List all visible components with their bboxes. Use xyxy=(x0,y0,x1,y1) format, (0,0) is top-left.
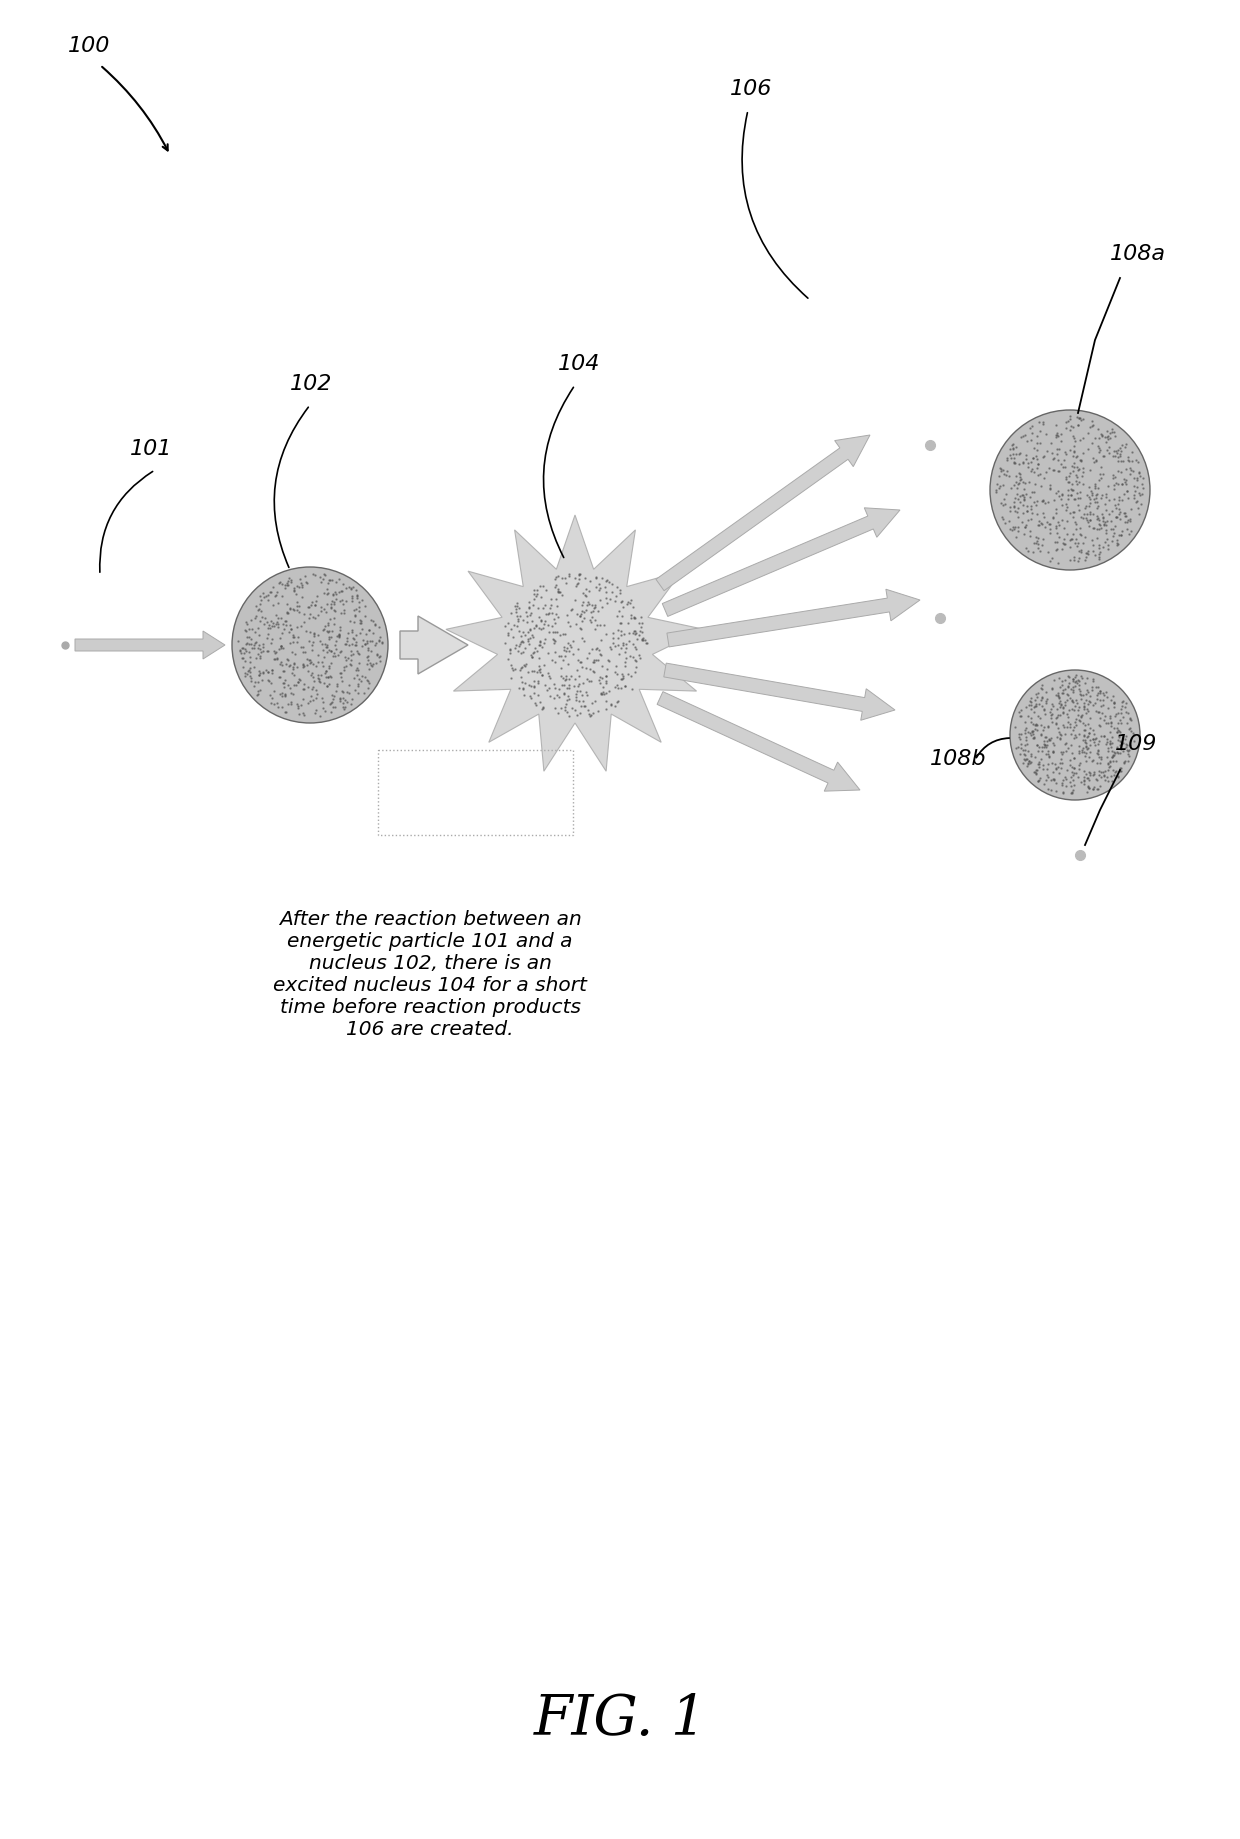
Circle shape xyxy=(990,410,1149,570)
Text: 104: 104 xyxy=(558,353,600,373)
Text: 102: 102 xyxy=(290,373,332,394)
Polygon shape xyxy=(662,508,900,616)
Text: 106: 106 xyxy=(730,79,773,99)
Polygon shape xyxy=(656,436,870,590)
Text: 100: 100 xyxy=(68,37,110,55)
Polygon shape xyxy=(667,588,920,647)
Text: 101: 101 xyxy=(130,440,172,460)
Text: 109: 109 xyxy=(1115,734,1157,754)
Text: After the reaction between an
energetic particle 101 and a
nucleus 102, there is: After the reaction between an energetic … xyxy=(273,910,587,1039)
Circle shape xyxy=(232,566,388,723)
Polygon shape xyxy=(74,631,224,658)
Text: FIG. 1: FIG. 1 xyxy=(533,1692,707,1747)
Polygon shape xyxy=(401,616,467,675)
Polygon shape xyxy=(657,691,861,791)
Circle shape xyxy=(1011,669,1140,800)
Text: 108b: 108b xyxy=(930,748,987,769)
Polygon shape xyxy=(446,515,704,771)
Text: 108a: 108a xyxy=(1110,245,1166,265)
Polygon shape xyxy=(663,664,895,721)
